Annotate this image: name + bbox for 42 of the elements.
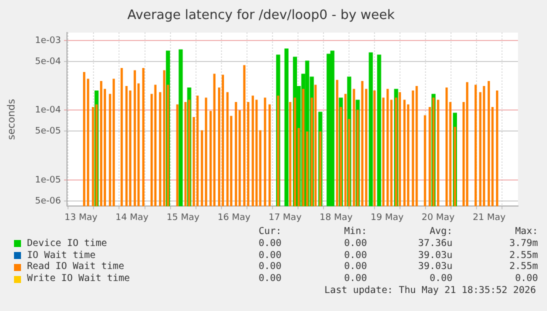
x-tick-label: 13 May: [64, 212, 98, 223]
y-tick-label: 1e-05: [35, 175, 61, 186]
text: 3.79m: [508, 238, 538, 250]
text: Min:: [343, 226, 367, 238]
x-tick-label: 14 May: [116, 212, 150, 223]
x-tick-label: 15 May: [166, 212, 200, 223]
y-tick-label: 1e-04: [35, 106, 62, 116]
text: 0.00: [343, 261, 367, 274]
y-tick-label: 5e-05: [35, 126, 61, 137]
legend-label: Write IO Wait time: [26, 273, 131, 285]
x-tick-label: 17 May: [268, 212, 302, 223]
text: 0.00: [258, 238, 282, 250]
legend-label: Read IO Wait time: [26, 261, 126, 274]
text: 0.00: [258, 250, 282, 262]
text: 0.00: [343, 250, 367, 262]
text: 0.00: [428, 273, 452, 285]
text: 0.00: [258, 273, 282, 285]
text: 0.00: [514, 273, 538, 285]
text: 2.55m: [508, 261, 538, 274]
text: 0.00: [343, 238, 367, 250]
text: Cur:: [258, 226, 282, 238]
y-axis-title: seconds: [6, 98, 18, 140]
text: Max:: [514, 226, 538, 238]
legend-label: IO Wait time: [26, 250, 97, 262]
text: 2.55m: [508, 250, 538, 262]
text: 39.03u: [417, 261, 452, 274]
x-tick-label: 21 May: [472, 212, 506, 223]
x-tick-label: 16 May: [218, 212, 252, 223]
text: 39.03u: [417, 250, 452, 262]
x-tick-label: 19 May: [370, 212, 404, 223]
text: Avg:: [428, 226, 452, 238]
chart-title: Average latency for /dev/loop0 - by week: [127, 8, 396, 24]
text: Last update: Thu May 21 18:35:52 2026: [323, 284, 537, 297]
text: 37.36u: [417, 238, 452, 250]
text: 0.00: [258, 261, 282, 274]
x-tick-label: 18 May: [320, 212, 354, 223]
y-tick-label: 5e-06: [35, 196, 62, 206]
legend-label: Device IO time: [26, 238, 108, 250]
x-tick-label: 20 May: [422, 212, 456, 223]
text: 0.00: [343, 273, 367, 285]
y-tick-label: 5e-04: [35, 56, 62, 67]
y-tick-label: 1e-03: [35, 36, 61, 46]
